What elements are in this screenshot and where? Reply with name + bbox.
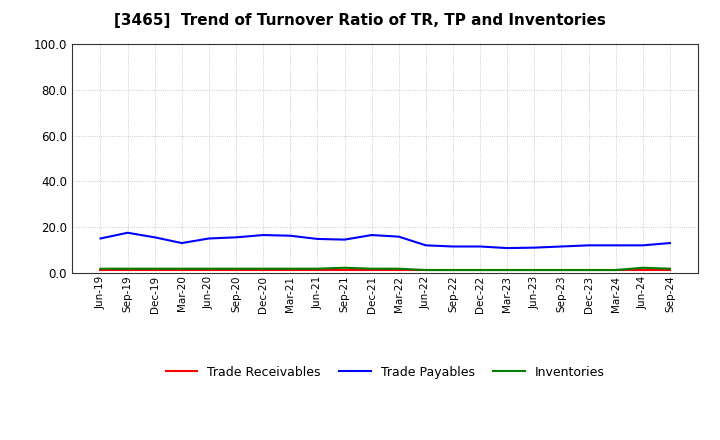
Trade Receivables bbox=[341, 268, 349, 273]
Trade Payables bbox=[150, 235, 159, 240]
Trade Payables bbox=[367, 232, 376, 238]
Trade Payables bbox=[96, 236, 105, 241]
Inventories bbox=[503, 268, 511, 273]
Trade Payables bbox=[503, 246, 511, 251]
Inventories bbox=[123, 266, 132, 271]
Legend: Trade Receivables, Trade Payables, Inventories: Trade Receivables, Trade Payables, Inven… bbox=[166, 366, 605, 379]
Inventories bbox=[313, 266, 322, 271]
Inventories bbox=[341, 265, 349, 271]
Trade Payables bbox=[476, 244, 485, 249]
Trade Receivables bbox=[259, 268, 268, 273]
Trade Payables bbox=[584, 243, 593, 248]
Inventories bbox=[530, 268, 539, 273]
Trade Receivables bbox=[123, 268, 132, 273]
Trade Receivables bbox=[530, 268, 539, 273]
Trade Payables bbox=[665, 240, 674, 246]
Inventories bbox=[557, 268, 566, 273]
Trade Payables bbox=[123, 230, 132, 235]
Trade Payables bbox=[611, 243, 620, 248]
Trade Receivables bbox=[421, 268, 430, 273]
Inventories bbox=[449, 268, 457, 273]
Trade Payables bbox=[449, 244, 457, 249]
Trade Receivables bbox=[503, 268, 511, 273]
Inventories bbox=[178, 266, 186, 271]
Inventories bbox=[204, 266, 213, 271]
Inventories bbox=[611, 268, 620, 273]
Trade Receivables bbox=[665, 268, 674, 273]
Trade Receivables bbox=[96, 268, 105, 273]
Trade Payables bbox=[557, 244, 566, 249]
Trade Receivables bbox=[476, 268, 485, 273]
Trade Receivables bbox=[611, 268, 620, 273]
Line: Inventories: Inventories bbox=[101, 268, 670, 270]
Trade Receivables bbox=[313, 268, 322, 273]
Trade Receivables bbox=[449, 268, 457, 273]
Inventories bbox=[367, 266, 376, 271]
Trade Receivables bbox=[178, 268, 186, 273]
Trade Receivables bbox=[395, 268, 403, 273]
Inventories bbox=[259, 266, 268, 271]
Trade Receivables bbox=[584, 268, 593, 273]
Inventories bbox=[395, 266, 403, 271]
Trade Payables bbox=[178, 240, 186, 246]
Trade Payables bbox=[639, 243, 647, 248]
Inventories bbox=[476, 268, 485, 273]
Text: [3465]  Trend of Turnover Ratio of TR, TP and Inventories: [3465] Trend of Turnover Ratio of TR, TP… bbox=[114, 13, 606, 28]
Trade Payables bbox=[341, 237, 349, 242]
Trade Receivables bbox=[367, 268, 376, 273]
Inventories bbox=[232, 266, 240, 271]
Trade Receivables bbox=[204, 268, 213, 273]
Trade Receivables bbox=[557, 268, 566, 273]
Trade Receivables bbox=[639, 268, 647, 273]
Trade Receivables bbox=[286, 268, 294, 273]
Inventories bbox=[584, 268, 593, 273]
Trade Receivables bbox=[150, 268, 159, 273]
Line: Trade Payables: Trade Payables bbox=[101, 233, 670, 248]
Trade Payables bbox=[395, 234, 403, 239]
Inventories bbox=[286, 266, 294, 271]
Trade Payables bbox=[421, 243, 430, 248]
Trade Payables bbox=[204, 236, 213, 241]
Trade Payables bbox=[232, 235, 240, 240]
Trade Payables bbox=[286, 233, 294, 238]
Inventories bbox=[639, 265, 647, 271]
Inventories bbox=[150, 266, 159, 271]
Trade Payables bbox=[259, 232, 268, 238]
Inventories bbox=[421, 268, 430, 273]
Trade Payables bbox=[313, 236, 322, 242]
Inventories bbox=[665, 266, 674, 271]
Trade Payables bbox=[530, 245, 539, 250]
Inventories bbox=[96, 266, 105, 271]
Trade Receivables bbox=[232, 268, 240, 273]
